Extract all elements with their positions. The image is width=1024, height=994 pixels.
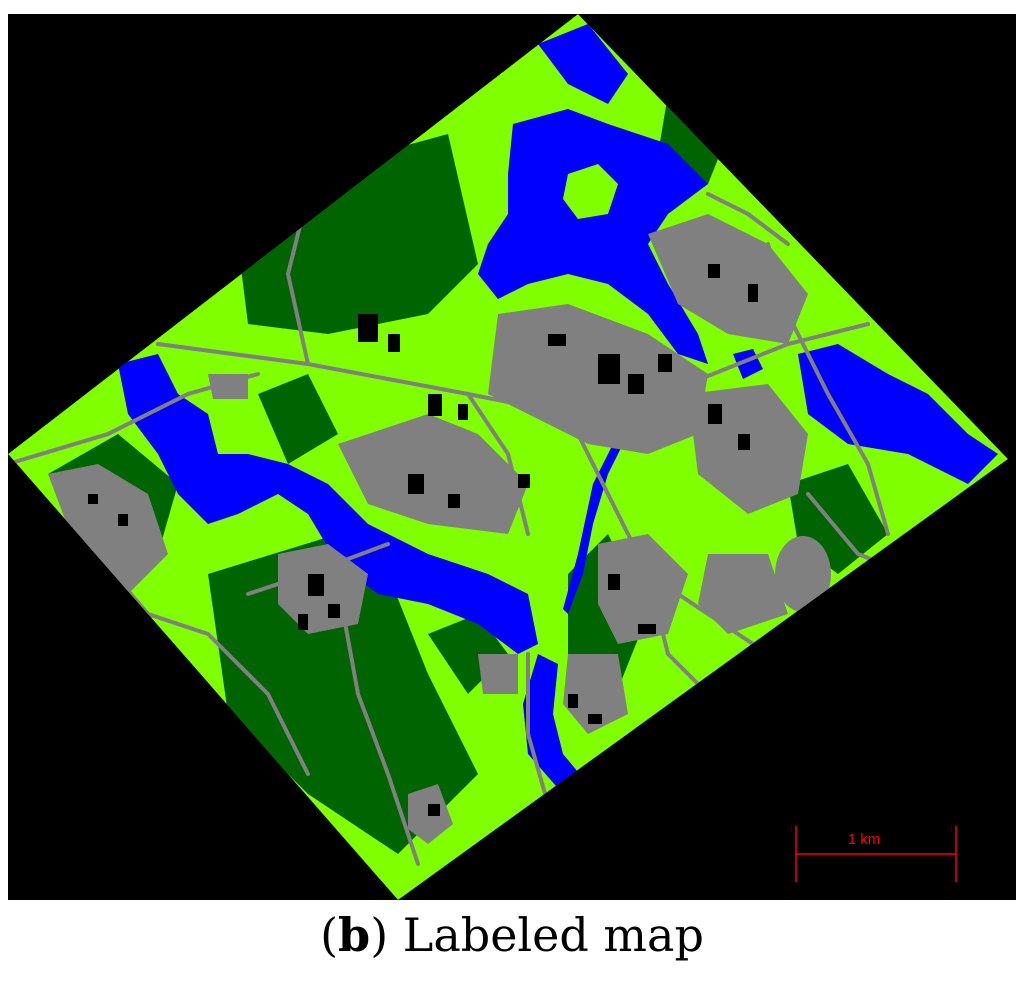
scale-bar-label: 1 km	[848, 831, 881, 848]
figure-caption: (b) Labeled map	[0, 908, 1024, 988]
road-network	[8, 132, 910, 866]
lake-island	[563, 164, 618, 219]
caption-close: )	[370, 908, 389, 962]
caption-open: (	[320, 908, 339, 962]
dense-vegetation-areas	[48, 94, 888, 854]
caption-letter: b	[338, 908, 371, 962]
labeled-map: 1 km	[8, 14, 1016, 900]
classified-tile	[8, 14, 1008, 900]
water-bodies	[118, 24, 998, 794]
scale-bar: 1 km	[795, 826, 957, 882]
caption-text: Labeled map	[402, 908, 704, 962]
buildings	[88, 264, 758, 816]
